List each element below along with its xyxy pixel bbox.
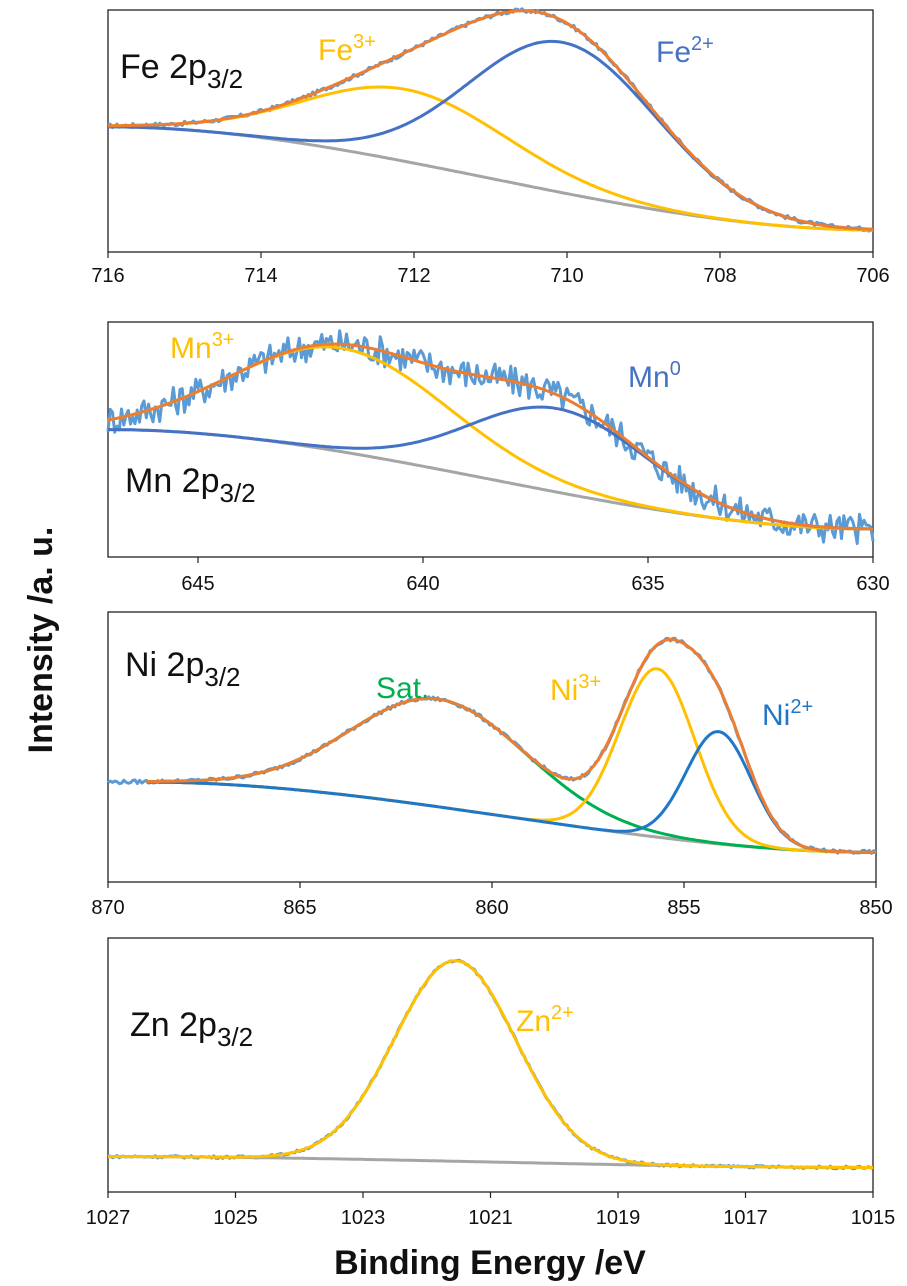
x-tick-label: 865 [283, 897, 316, 919]
panel-label: Zn 2p3/2 [130, 1006, 253, 1052]
x-tick-label: 1021 [468, 1207, 513, 1229]
x-tick-label: 860 [475, 897, 508, 919]
x-tick-label: 850 [859, 897, 892, 919]
x-axis-label: Binding Energy /eV [334, 1244, 646, 1282]
fit-envelope-line [107, 342, 873, 531]
plot-frame [107, 611, 877, 883]
x-tick-label: 640 [406, 573, 439, 595]
x-tick-label: 645 [181, 573, 214, 595]
x-tick-label: 870 [91, 897, 124, 919]
x-tick-label: 714 [244, 265, 277, 287]
x-tick-label: 1017 [723, 1207, 768, 1229]
x-tick-label: 706 [856, 265, 889, 287]
peak-label: Zn2+ [516, 1002, 574, 1038]
x-tick-label: 855 [667, 897, 700, 919]
x-tick-label: 708 [703, 265, 736, 287]
x-tick-label: 1023 [341, 1207, 386, 1229]
x-tick-label: 1025 [213, 1207, 258, 1229]
x-tick-label: 635 [631, 573, 664, 595]
x-tick-label: 630 [856, 573, 889, 595]
raw-data-line [106, 329, 875, 545]
plot-frame [107, 937, 874, 1193]
panel-label: Mn 2p3/2 [125, 462, 256, 508]
peak-label: Sat. [376, 672, 429, 705]
peak-label: Fe2+ [656, 33, 714, 69]
peak-label: Ni2+ [762, 696, 813, 732]
panel-1: 645 640 635 630 Mn 2p3/2 Mn3+ Mn0 [106, 321, 890, 595]
panel-label: Fe 2p3/2 [120, 48, 243, 94]
x-tick-label: 710 [550, 265, 583, 287]
panel-0: 716 714 712 710 708 706 Fe 2p3/2 Fe3+ Fe2+ [91, 7, 890, 287]
fit-envelope-line [107, 9, 874, 231]
component-line-0 [108, 959, 873, 1169]
peak-label: Fe3+ [318, 31, 376, 67]
component-line-1 [146, 667, 876, 854]
x-tick-label: 1015 [851, 1207, 896, 1229]
panel-label: Ni 2p3/2 [125, 646, 241, 692]
plot-frame [107, 9, 874, 253]
component-line-2 [146, 730, 876, 854]
x-tick-label: 1019 [596, 1207, 641, 1229]
background-line [108, 125, 873, 232]
component-line-1 [107, 405, 873, 531]
x-tick-label: 716 [91, 265, 124, 287]
peak-label: Ni3+ [550, 671, 601, 707]
x-tick-label: 1027 [86, 1207, 131, 1229]
peak-label: Mn3+ [170, 329, 235, 365]
panels: 716 714 712 710 708 706 Fe 2p3/2 Fe3+ Fe2+ 645 640… [86, 7, 896, 1229]
fit-envelope-line [146, 637, 876, 854]
peak-label: Mn0 [628, 358, 681, 394]
plot-frame [107, 321, 874, 558]
x-tick-label: 712 [397, 265, 430, 287]
y-axis-label: Intensity /a. u. [22, 527, 60, 754]
panel-2: 870 865 860 855 850 Ni 2p3/2 Sat. Ni3+ Ni2+ [91, 611, 893, 919]
panel-3: 1027 1025 1023 1021 1019 1017 1015 Zn 2p3/2 Zn2+ [86, 937, 896, 1229]
